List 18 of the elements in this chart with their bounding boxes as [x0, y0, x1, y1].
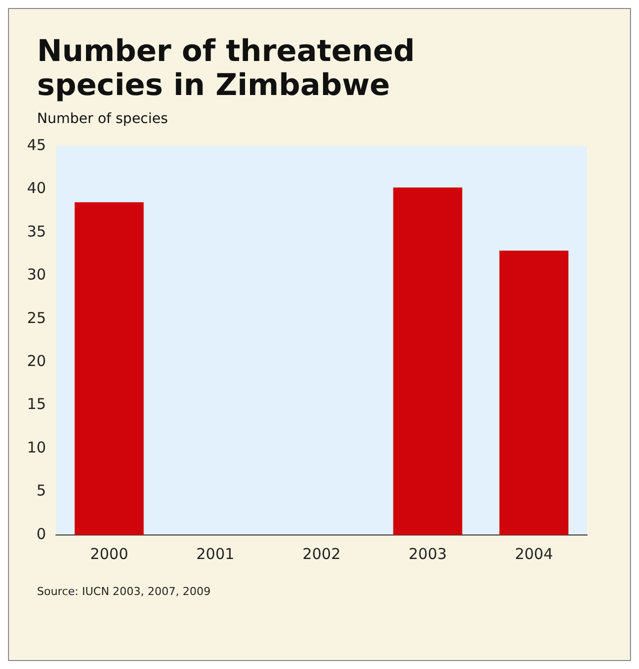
x-tick-label: 2003: [408, 544, 447, 563]
x-tick-label: 2002: [302, 544, 341, 563]
y-tick-label: 10: [26, 438, 46, 456]
y-tick-label: 30: [26, 266, 46, 284]
chart-title: Number of threatened species in Zimbabwe: [36, 33, 416, 103]
y-tick-label: 25: [26, 308, 46, 327]
y-tick-label: 5: [36, 482, 46, 500]
y-axis-title: Number of species: [36, 110, 169, 127]
y-tick-label: 15: [26, 395, 46, 414]
y-tick-label: 20: [26, 352, 46, 370]
y-tick-label: 40: [26, 179, 46, 198]
y-tick-label: 45: [26, 136, 46, 154]
source-note: Source: IUCN 2003, 2007, 2009: [36, 584, 212, 598]
x-tick-label: 2004: [514, 544, 553, 563]
y-tick-label: 35: [26, 222, 46, 240]
x-tick-label: 2000: [90, 544, 128, 563]
x-tick-label: 2001: [196, 544, 234, 563]
y-tick-label: 0: [36, 524, 46, 543]
